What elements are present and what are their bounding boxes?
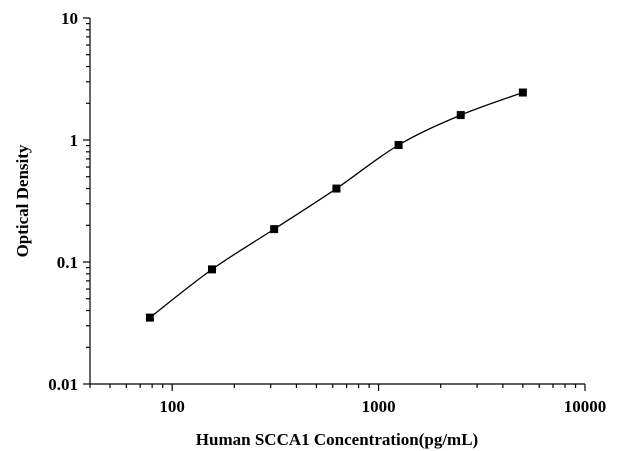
major-ticks <box>83 17 586 391</box>
y-axis-title: Optical Density <box>13 144 32 257</box>
data-point <box>394 140 403 149</box>
y-tick-label: 1 <box>70 131 79 150</box>
y-tick-label: 0.01 <box>48 375 78 394</box>
data-point <box>145 313 154 322</box>
fit-curve <box>149 91 524 319</box>
y-tick-label: 10 <box>61 9 78 28</box>
minor-ticks <box>86 22 577 388</box>
data-point <box>332 184 341 193</box>
x-tick-label: 100 <box>159 397 185 416</box>
data-point <box>270 225 279 234</box>
x-tick-label: 10000 <box>564 397 607 416</box>
data-point <box>456 111 465 120</box>
data-points <box>145 88 527 322</box>
data-point <box>518 88 527 97</box>
y-tick-labels: 0.01 0.1 1 10 <box>48 9 78 394</box>
data-point <box>208 265 217 274</box>
y-tick-label: 0.1 <box>57 253 78 272</box>
x-tick-labels: 100 1000 10000 <box>159 397 606 416</box>
x-tick-label: 1000 <box>362 397 396 416</box>
x-axis-title: Human SCCA1 Concentration(pg/mL) <box>196 430 478 449</box>
